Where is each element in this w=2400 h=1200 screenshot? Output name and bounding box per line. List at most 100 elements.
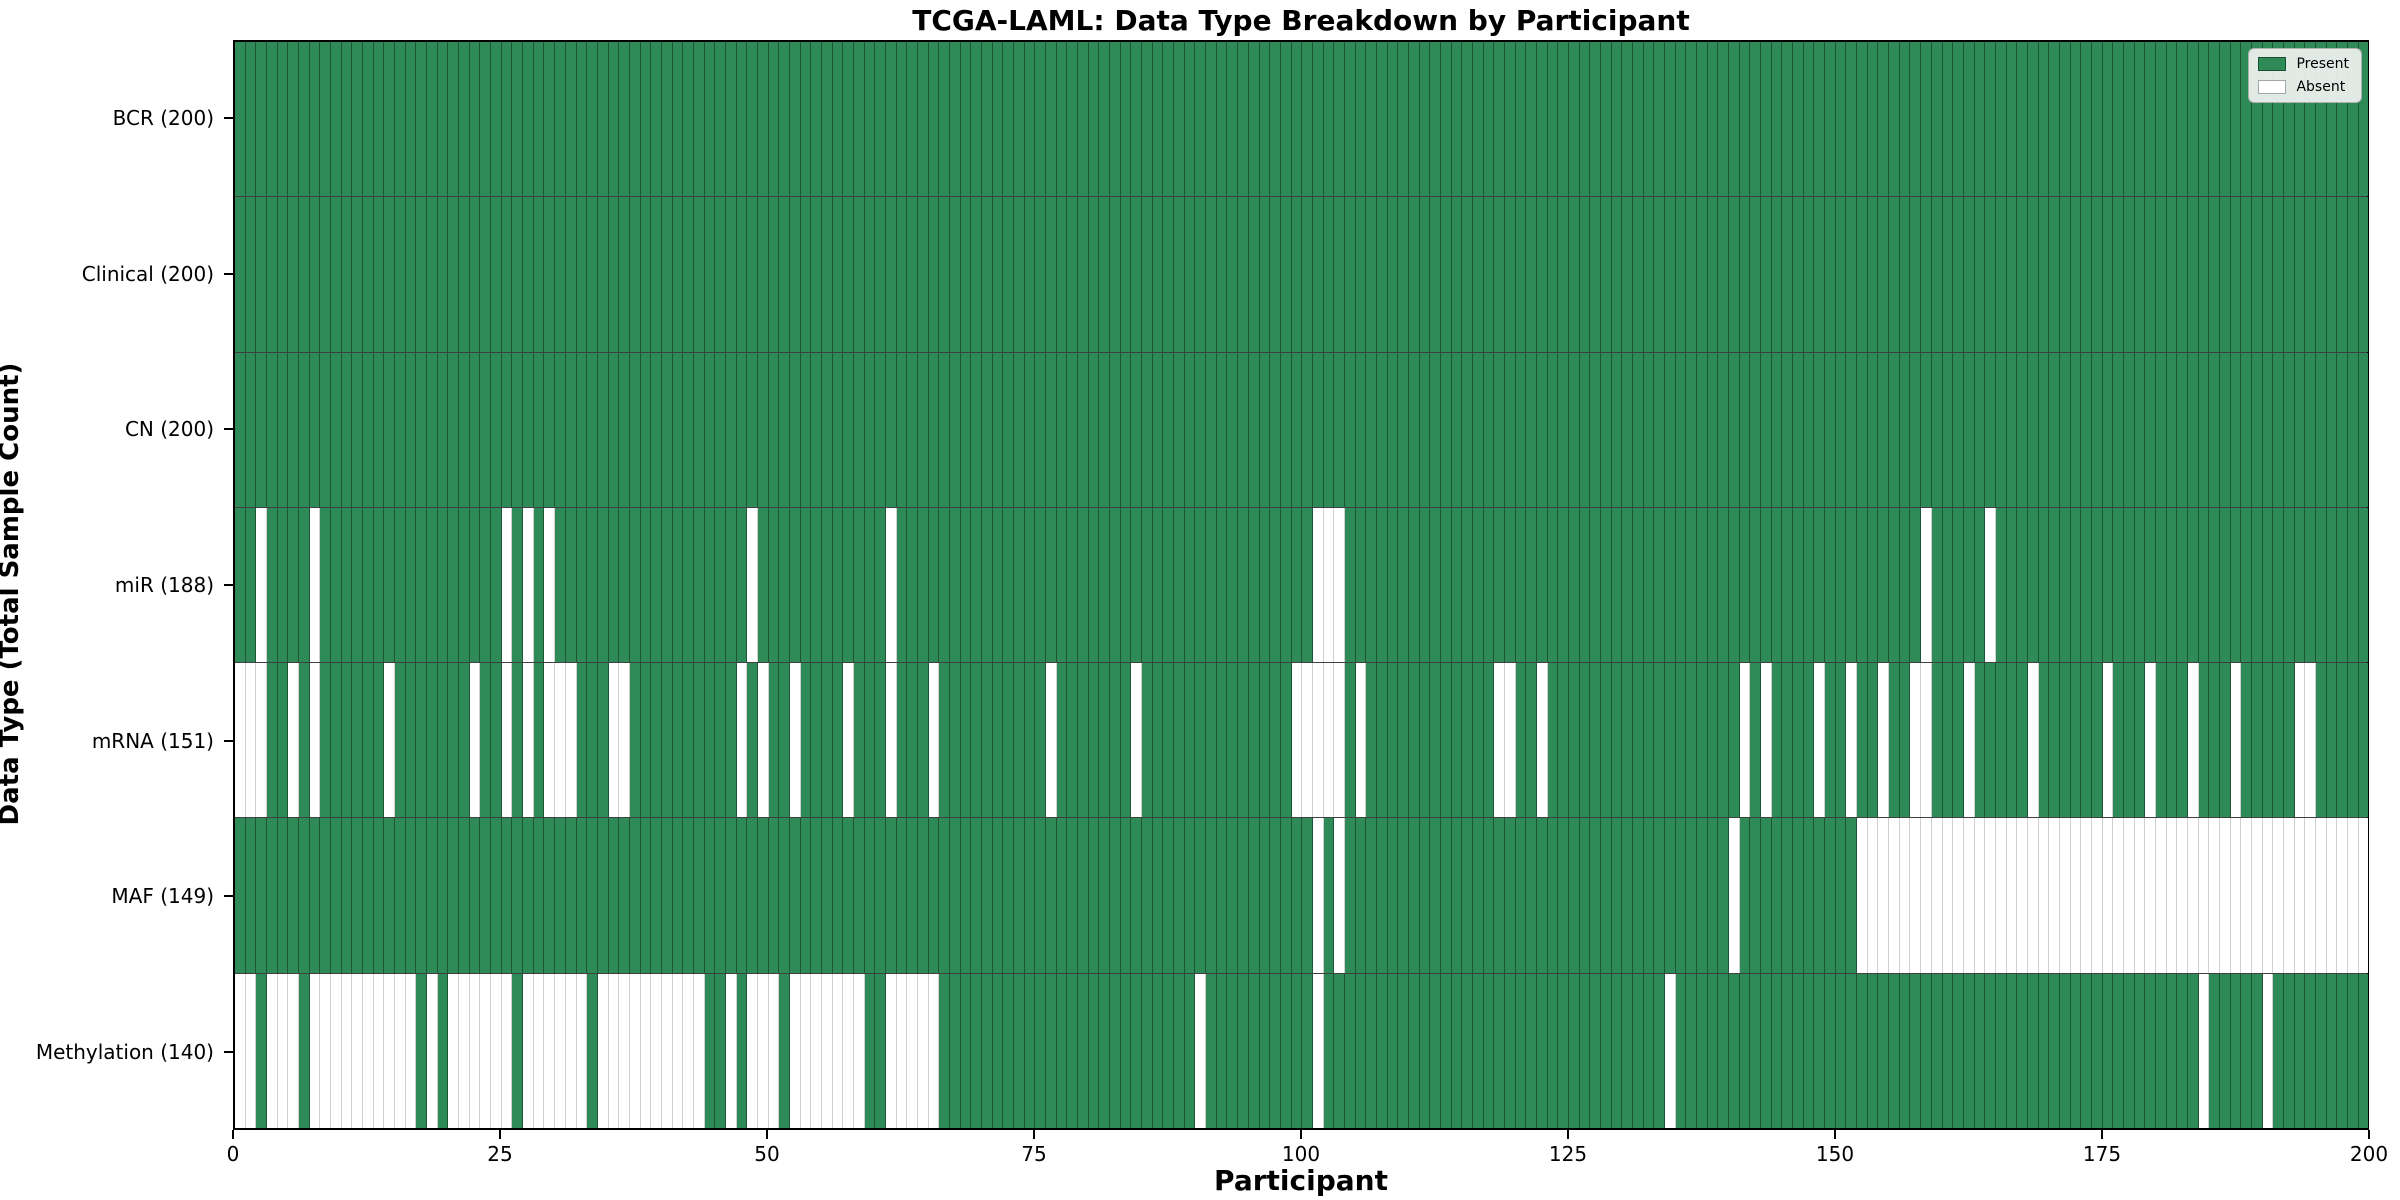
cell xyxy=(288,507,300,663)
cell xyxy=(416,352,428,507)
cell xyxy=(512,197,524,352)
cell xyxy=(2294,663,2306,818)
cell xyxy=(1601,42,1612,197)
cell xyxy=(779,42,790,197)
cell xyxy=(1739,507,1751,663)
cell xyxy=(2177,197,2188,352)
cell xyxy=(693,507,705,663)
cell xyxy=(267,352,278,507)
cell xyxy=(245,818,257,973)
cell xyxy=(885,507,897,663)
cell xyxy=(1494,973,1505,1128)
cell xyxy=(256,663,268,818)
cell xyxy=(2059,663,2071,818)
cell xyxy=(1014,352,1025,507)
cell xyxy=(2134,663,2146,818)
cell xyxy=(1419,352,1431,507)
cell xyxy=(1408,663,1420,818)
cell xyxy=(800,973,812,1128)
cell xyxy=(1131,352,1143,507)
cell xyxy=(629,507,641,663)
cell xyxy=(2316,818,2327,973)
cell xyxy=(1675,973,1687,1128)
cell xyxy=(2049,663,2060,818)
cell xyxy=(512,818,524,973)
cell xyxy=(2219,818,2231,973)
cell xyxy=(1835,352,1847,507)
cell xyxy=(1035,507,1047,663)
cell xyxy=(1440,818,1452,973)
cell xyxy=(800,507,812,663)
cell xyxy=(853,352,865,507)
cell xyxy=(661,973,673,1128)
cell xyxy=(907,352,918,507)
cell xyxy=(1355,352,1367,507)
cell xyxy=(1889,507,1900,663)
cell xyxy=(939,663,951,818)
cell xyxy=(1568,973,1580,1128)
cell xyxy=(1665,507,1676,663)
cell xyxy=(427,818,438,973)
cell xyxy=(1238,352,1249,507)
cell xyxy=(661,663,673,818)
cell xyxy=(1376,42,1388,197)
cell xyxy=(1035,663,1047,818)
cell xyxy=(2166,663,2178,818)
heatmap-row-CN xyxy=(235,352,2369,508)
cell xyxy=(629,42,641,197)
cell xyxy=(1483,42,1495,197)
cell xyxy=(384,663,396,818)
cell xyxy=(1024,663,1036,818)
cell xyxy=(1622,973,1634,1128)
cell xyxy=(1547,818,1559,973)
cell xyxy=(352,352,364,507)
cell xyxy=(800,352,812,507)
cell xyxy=(448,352,460,507)
cell xyxy=(448,663,460,818)
cell xyxy=(1142,42,1153,197)
cell xyxy=(2006,507,2018,663)
cell xyxy=(352,42,364,197)
cell xyxy=(1686,973,1698,1128)
cell xyxy=(1707,42,1719,197)
cell xyxy=(1942,507,1954,663)
row-label-box: Methylation (140) xyxy=(0,974,224,1130)
cell xyxy=(896,197,908,352)
cell xyxy=(1803,663,1815,818)
cell xyxy=(1088,197,1100,352)
cell xyxy=(2358,197,2369,352)
cell xyxy=(2198,663,2210,818)
cell xyxy=(1003,507,1015,663)
cell xyxy=(469,973,481,1128)
cell xyxy=(629,197,641,352)
cell xyxy=(2038,42,2050,197)
cell xyxy=(640,818,652,973)
cell xyxy=(437,973,449,1128)
cell xyxy=(1985,507,1996,663)
cell xyxy=(363,42,374,197)
cell xyxy=(693,973,705,1128)
cell xyxy=(1515,42,1527,197)
cell xyxy=(1889,42,1900,197)
cell xyxy=(672,42,684,197)
cell xyxy=(1633,352,1644,507)
cell xyxy=(1398,42,1409,197)
cell xyxy=(1558,352,1569,507)
cell xyxy=(1248,42,1260,197)
cell xyxy=(576,197,588,352)
cell xyxy=(1376,352,1388,507)
cell xyxy=(1504,973,1516,1128)
cell xyxy=(768,507,780,663)
cell xyxy=(341,197,353,352)
cell xyxy=(555,352,566,507)
cell xyxy=(1238,973,1249,1128)
cell xyxy=(512,663,524,818)
cell xyxy=(2348,973,2359,1128)
cell xyxy=(587,507,598,663)
cell xyxy=(1302,42,1313,197)
cell xyxy=(661,197,673,352)
cell xyxy=(1131,42,1143,197)
cell xyxy=(2273,663,2284,818)
cell xyxy=(1536,507,1548,663)
cell xyxy=(1056,973,1068,1128)
